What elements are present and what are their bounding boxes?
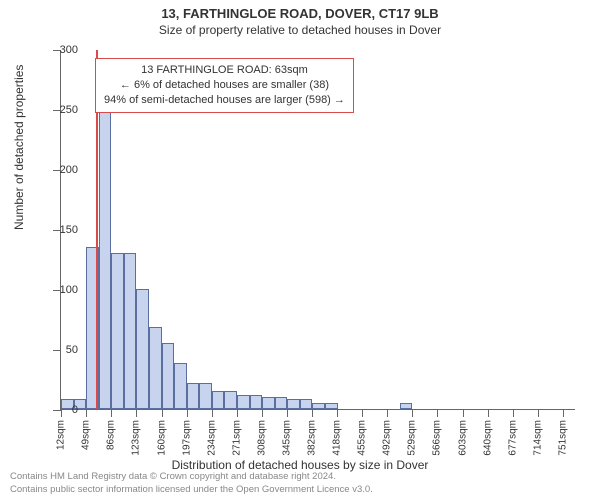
- info-line-1: 13 FARTHINGLOE ROAD: 63sqm: [104, 63, 345, 78]
- x-tick-label: 86sqm: [106, 420, 117, 450]
- x-tick-label: 492sqm: [382, 420, 393, 456]
- histogram-bar: [287, 399, 300, 409]
- y-tick-label: 50: [38, 344, 78, 356]
- x-tick: [513, 409, 514, 417]
- x-tick: [287, 409, 288, 417]
- info-line-2: ← 6% of detached houses are smaller (38): [104, 78, 345, 93]
- x-tick: [488, 409, 489, 417]
- title-main: 13, FARTHINGLOE ROAD, DOVER, CT17 9LB: [0, 6, 600, 21]
- histogram-bar: [99, 109, 112, 409]
- x-tick: [337, 409, 338, 417]
- histogram-bar: [250, 395, 263, 409]
- histogram-bar: [111, 253, 124, 409]
- histogram-bar: [124, 253, 137, 409]
- x-tick: [362, 409, 363, 417]
- info-line-3: 94% of semi-detached houses are larger (…: [104, 93, 345, 108]
- x-tick: [387, 409, 388, 417]
- y-tick-label: 300: [38, 44, 78, 56]
- y-tick-label: 100: [38, 284, 78, 296]
- x-tick-label: 640sqm: [482, 420, 493, 456]
- x-tick-label: 455sqm: [356, 420, 367, 456]
- footer-line-1: Contains HM Land Registry data © Crown c…: [10, 471, 373, 483]
- title-block: 13, FARTHINGLOE ROAD, DOVER, CT17 9LB Si…: [0, 0, 600, 37]
- x-tick-label: 418sqm: [331, 420, 342, 456]
- x-tick-label: 12sqm: [56, 420, 67, 450]
- x-tick-label: 677sqm: [507, 420, 518, 456]
- footer-line-2: Contains public sector information licen…: [10, 484, 373, 496]
- x-tick: [237, 409, 238, 417]
- y-tick-label: 250: [38, 104, 78, 116]
- histogram-bar: [199, 383, 212, 409]
- x-tick-label: 123sqm: [131, 420, 142, 456]
- x-tick-label: 714sqm: [532, 420, 543, 456]
- x-tick-label: 160sqm: [156, 420, 167, 456]
- footer-attribution: Contains HM Land Registry data © Crown c…: [10, 471, 373, 496]
- histogram-bar: [237, 395, 250, 409]
- histogram-bar: [224, 391, 237, 409]
- x-tick: [111, 409, 112, 417]
- x-tick: [463, 409, 464, 417]
- x-tick-label: 382sqm: [307, 420, 318, 456]
- x-tick-label: 234sqm: [206, 420, 217, 456]
- histogram-bar: [400, 403, 413, 409]
- x-tick-label: 603sqm: [457, 420, 468, 456]
- y-tick-label: 150: [38, 224, 78, 236]
- y-axis-label: Number of detached properties: [12, 65, 26, 230]
- x-tick: [412, 409, 413, 417]
- histogram-bar: [136, 289, 149, 409]
- y-tick-label: 200: [38, 164, 78, 176]
- x-tick-label: 751sqm: [558, 420, 569, 456]
- histogram-bar: [300, 399, 313, 409]
- x-tick-label: 271sqm: [231, 420, 242, 456]
- histogram-bar: [187, 383, 200, 409]
- x-tick: [437, 409, 438, 417]
- histogram-bar: [325, 403, 338, 409]
- info-box: 13 FARTHINGLOE ROAD: 63sqm ← 6% of detac…: [95, 58, 354, 113]
- x-tick: [86, 409, 87, 417]
- y-tick-label: 0: [38, 404, 78, 416]
- histogram-bar: [212, 391, 225, 409]
- x-tick-label: 566sqm: [432, 420, 443, 456]
- histogram-bar: [162, 343, 175, 409]
- x-tick: [187, 409, 188, 417]
- x-tick: [262, 409, 263, 417]
- x-tick-label: 197sqm: [181, 420, 192, 456]
- x-tick-label: 345sqm: [282, 420, 293, 456]
- x-tick-label: 529sqm: [407, 420, 418, 456]
- x-tick-label: 308sqm: [257, 420, 268, 456]
- x-tick: [162, 409, 163, 417]
- histogram-bar: [275, 397, 288, 409]
- x-tick: [212, 409, 213, 417]
- histogram-bar: [312, 403, 325, 409]
- histogram-bar: [149, 327, 162, 409]
- x-tick: [563, 409, 564, 417]
- x-tick-label: 49sqm: [81, 420, 92, 450]
- chart-area: 12sqm49sqm86sqm123sqm160sqm197sqm234sqm2…: [60, 50, 575, 410]
- x-tick: [136, 409, 137, 417]
- title-sub: Size of property relative to detached ho…: [0, 23, 600, 37]
- histogram-bar: [174, 363, 187, 409]
- x-tick: [538, 409, 539, 417]
- x-tick: [312, 409, 313, 417]
- x-axis-label: Distribution of detached houses by size …: [0, 458, 600, 472]
- histogram-bar: [262, 397, 275, 409]
